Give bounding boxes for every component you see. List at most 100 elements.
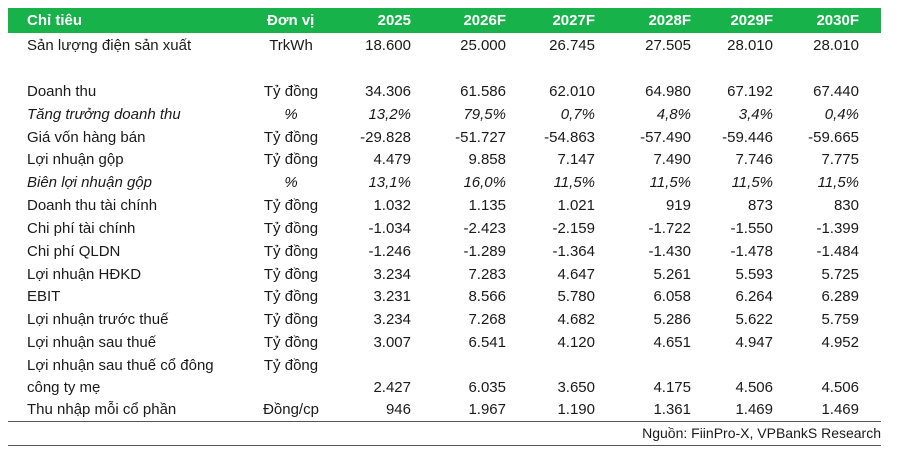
- row-value: 2.427: [373, 379, 411, 396]
- row-value: -29.828: [360, 129, 411, 146]
- row-label: công ty mẹ: [27, 379, 101, 396]
- row-label: Chi phí tài chính: [27, 220, 136, 237]
- row-unit: Tỷ đồng: [263, 129, 319, 146]
- row-value: 1.469: [821, 401, 859, 418]
- row-value: 67.192: [727, 83, 773, 100]
- row-label: Doanh thu: [27, 83, 97, 100]
- row-value: 6.289: [821, 288, 859, 305]
- row-unit: Tỷ đồng: [263, 197, 319, 214]
- row-value: 4.506: [821, 379, 859, 396]
- row-value: 1.361: [653, 401, 691, 418]
- row-value: 919: [665, 197, 691, 214]
- row-value: -1.246: [368, 243, 411, 260]
- row-value: 4.682: [557, 311, 595, 328]
- row-value: 1.135: [468, 197, 506, 214]
- header-2028f: 2028F: [648, 12, 691, 29]
- row-unit: Tỷ đồng: [263, 357, 319, 374]
- row-value: 7.268: [468, 311, 506, 328]
- table-row: Thu nhập mỗi cổ phần Đồng/cp 946 1.967 1.190…: [8, 398, 881, 421]
- row-label: Lợi nhuận HĐKD: [27, 266, 142, 283]
- row-value: -1.722: [648, 220, 691, 237]
- row-value: -59.446: [722, 129, 773, 146]
- row-value: 5.593: [735, 266, 773, 283]
- table-row: EBIT Tỷ đồng 3.231 8.566 5.780 6.058 6.264 6.28…: [8, 285, 881, 308]
- row-value: 25.000: [460, 37, 506, 54]
- row-value: 946: [385, 401, 411, 418]
- row-value: 3.007: [373, 334, 411, 351]
- row-value: 28.010: [813, 37, 859, 54]
- row-label: Lợi nhuận sau thuế cổ đông: [27, 357, 214, 374]
- row-value: 11,5%: [817, 174, 859, 191]
- row-value: 4.479: [373, 151, 411, 168]
- row-value: -1.289: [463, 243, 506, 260]
- source-note: Nguồn: FiinPro-X, VPBankS Research: [642, 425, 881, 441]
- row-value: -2.423: [463, 220, 506, 237]
- header-indicator: Chỉ tiêu: [27, 12, 82, 29]
- row-value: -1.478: [730, 243, 773, 260]
- table-row: Tăng trưởng doanh thu% 13,2% 79,5% 0,7% 4,8%…: [8, 103, 881, 126]
- row-label: Sản lượng điện sản xuất: [27, 37, 192, 54]
- row-value: 67.440: [813, 83, 859, 100]
- table-row: Giá vốn hàng bán Tỷ đồng -29.828 -51.727 -54…: [8, 126, 881, 149]
- row-value: 5.759: [821, 311, 859, 328]
- row-value: -1.364: [552, 243, 595, 260]
- row-unit: [251, 376, 331, 399]
- row-value: -1.484: [816, 243, 859, 260]
- row-unit: Tỷ đồng: [263, 151, 319, 168]
- row-value: 13,1%: [368, 174, 411, 191]
- table-row: Chi phí QLDN Tỷ đồng -1.246 -1.289 -1.364 -1.…: [8, 240, 881, 263]
- row-value: 3.650: [557, 379, 595, 396]
- row-value: 1.967: [468, 401, 506, 418]
- row-unit: %: [284, 174, 298, 191]
- page-bottom-rule: [8, 445, 881, 446]
- row-value: 27.505: [645, 37, 691, 54]
- row-value: 7.775: [821, 151, 859, 168]
- row-label: Lợi nhuận gộp: [27, 151, 124, 168]
- row-value: 4,8%: [656, 106, 691, 123]
- row-unit: Tỷ đồng: [263, 243, 319, 260]
- row-value: 11,5%: [649, 174, 691, 191]
- row-value: -1.550: [730, 220, 773, 237]
- row-value: 11,5%: [731, 174, 773, 191]
- table-row: Lợi nhuận sau thuế Tỷ đồng 3.007 6.541 4.120…: [8, 331, 881, 354]
- row-value: 6.264: [735, 288, 773, 305]
- row-unit: Tỷ đồng: [263, 288, 319, 305]
- row-unit: TrkWh: [269, 37, 313, 54]
- row-label: Lợi nhuận trước thuế: [27, 311, 169, 328]
- row-value: 28.010: [727, 37, 773, 54]
- row-label: Doanh thu tài chính: [27, 197, 158, 214]
- row-value: 7.746: [735, 151, 773, 168]
- row-value: 1.032: [373, 197, 411, 214]
- row-value: 7.490: [653, 151, 691, 168]
- row-value: 64.980: [645, 83, 691, 100]
- header-2026f: 2026F: [463, 12, 506, 29]
- row-value: 5.261: [653, 266, 691, 283]
- table-row: Sản lượng điện sản xuất TrkWh 18.600 25.000…: [8, 34, 881, 57]
- row-value: 34.306: [365, 83, 411, 100]
- row-value: 1.021: [557, 197, 595, 214]
- header-unit: Đơn vị: [267, 12, 315, 29]
- row-value: 3.231: [373, 288, 411, 305]
- row-unit: Tỷ đồng: [263, 266, 319, 283]
- table-row: Chi phí tài chính Tỷ đồng -1.034 -2.423 -2.1…: [8, 217, 881, 240]
- row-value: 4.120: [557, 334, 595, 351]
- row-value: -59.665: [808, 129, 859, 146]
- table-row: Doanh thu tài chính Tỷ đồng 1.032 1.135 1.02…: [8, 194, 881, 217]
- row-value: -1.034: [368, 220, 411, 237]
- table-row: Lợi nhuận sau thuế cổ đông Tỷ đồng: [8, 354, 881, 377]
- row-label: Giá vốn hàng bán: [27, 129, 146, 146]
- row-label: Biên lợi nhuận gộp: [27, 174, 152, 191]
- row-value: 4.506: [735, 379, 773, 396]
- row-unit: Tỷ đồng: [263, 220, 319, 237]
- table-header: Chỉ tiêu Đơn vị 2025 2026F 2027F 2028F 2…: [8, 8, 881, 33]
- table-row: công ty mẹ 2.427 6.035 3.650 4.175 4.506 4.506: [8, 376, 881, 399]
- row-value: 5.286: [653, 311, 691, 328]
- row-value: 6.541: [468, 334, 506, 351]
- row-value: 6.035: [468, 379, 506, 396]
- row-value: 7.147: [557, 151, 595, 168]
- row-value: 873: [747, 197, 773, 214]
- row-value: 1.190: [557, 401, 595, 418]
- row-label: Chi phí QLDN: [27, 243, 121, 260]
- header-2025: 2025: [377, 12, 411, 29]
